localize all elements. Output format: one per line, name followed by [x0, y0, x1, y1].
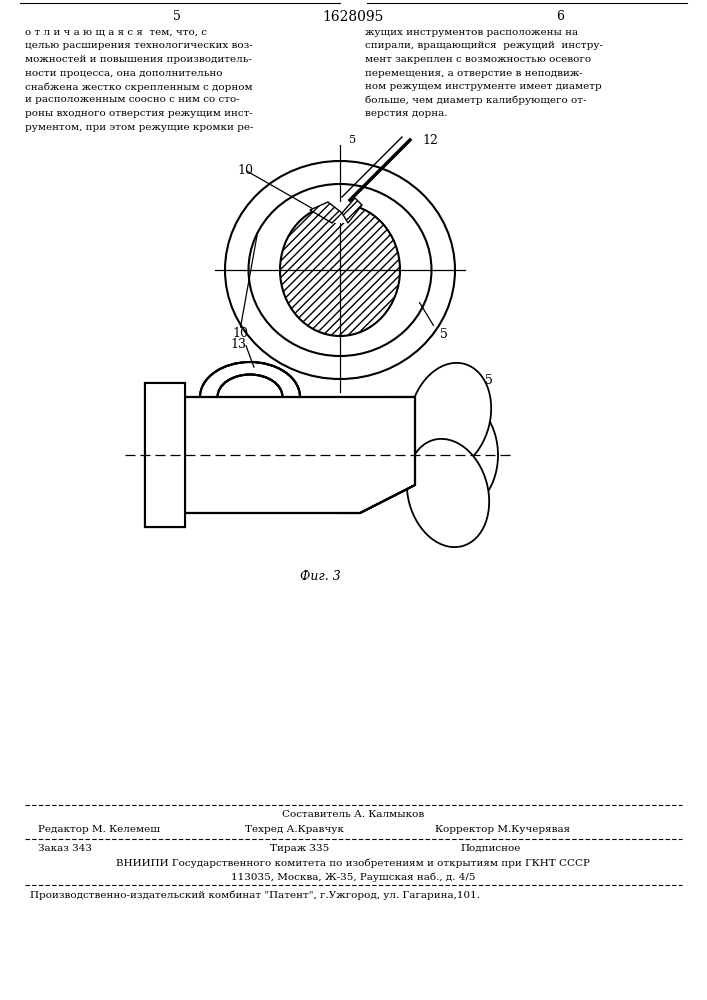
Text: рументом, при этом режущие кромки ре-: рументом, при этом режущие кромки ре-: [25, 122, 254, 131]
Text: роны входного отверстия режущим инст-: роны входного отверстия режущим инст-: [25, 109, 253, 118]
Ellipse shape: [280, 204, 400, 336]
Text: целью расширения технологических воз-: целью расширения технологических воз-: [25, 41, 252, 50]
Text: Техред А.Кравчук: Техред А.Кравчук: [245, 825, 344, 834]
Text: верстия дорна.: верстия дорна.: [365, 109, 448, 118]
Text: Производственно-издательский комбинат "Патент", г.Ужгород, ул. Гагарина,101.: Производственно-издательский комбинат "П…: [30, 890, 480, 900]
Text: 5: 5: [349, 135, 356, 145]
Text: жущих инструментов расположены на: жущих инструментов расположены на: [365, 28, 578, 37]
Text: 1628095: 1628095: [322, 10, 384, 24]
Text: и расположенным соосно с ним со сто-: и расположенным соосно с ним со сто-: [25, 96, 240, 104]
Ellipse shape: [418, 400, 498, 510]
Polygon shape: [342, 198, 362, 223]
Text: о т л и ч а ю щ а я с я  тем, что, с: о т л и ч а ю щ а я с я тем, что, с: [25, 28, 207, 37]
Text: спирали, вращающийся  режущий  инстру-: спирали, вращающийся режущий инстру-: [365, 41, 603, 50]
Text: 13: 13: [230, 338, 246, 352]
Text: снабжена жестко скрепленным с дорном: снабжена жестко скрепленным с дорном: [25, 82, 252, 92]
Text: Фиг. 2: Фиг. 2: [329, 415, 370, 428]
Text: Тираж 335: Тираж 335: [270, 844, 329, 853]
Text: ном режущем инструменте имеет диаметр: ном режущем инструменте имеет диаметр: [365, 82, 602, 91]
Ellipse shape: [407, 439, 489, 547]
Ellipse shape: [400, 362, 500, 488]
Text: можностей и повышения производитель-: можностей и повышения производитель-: [25, 55, 252, 64]
Text: ВНИИПИ Государственного комитета по изобретениям и открытиям при ГКНТ СССР: ВНИИПИ Государственного комитета по изоб…: [116, 858, 590, 867]
Text: Фиг. 3: Фиг. 3: [300, 570, 340, 583]
Text: 113035, Москва, Ж-35, Раушская наб., д. 4/5: 113035, Москва, Ж-35, Раушская наб., д. …: [230, 872, 475, 882]
Text: 12: 12: [422, 133, 438, 146]
Text: 6: 6: [556, 10, 564, 23]
Polygon shape: [145, 383, 185, 527]
Ellipse shape: [407, 390, 503, 520]
Polygon shape: [145, 383, 415, 527]
Text: Подписное: Подписное: [460, 844, 520, 853]
Text: Корректор М.Кучерявая: Корректор М.Кучерявая: [435, 825, 570, 834]
Text: 10: 10: [237, 163, 253, 176]
Polygon shape: [185, 397, 415, 513]
Polygon shape: [310, 202, 342, 223]
Ellipse shape: [409, 363, 491, 471]
Text: мент закреплен с возможностью осевого: мент закреплен с возможностью осевого: [365, 55, 591, 64]
Text: Редактор М. Келемеш: Редактор М. Келемеш: [38, 825, 160, 834]
Text: 5: 5: [485, 373, 493, 386]
Text: 5: 5: [173, 10, 181, 23]
Polygon shape: [145, 383, 185, 527]
Polygon shape: [185, 397, 415, 513]
Text: Заказ 343: Заказ 343: [38, 844, 92, 853]
Text: 10: 10: [232, 327, 248, 340]
Ellipse shape: [395, 422, 495, 548]
Text: больше, чем диаметр калибрующего от-: больше, чем диаметр калибрующего от-: [365, 96, 587, 105]
Text: ности процесса, она дополнительно: ности процесса, она дополнительно: [25, 68, 223, 78]
Polygon shape: [315, 198, 355, 223]
Text: перемещения, а отверстие в неподвиж-: перемещения, а отверстие в неподвиж-: [365, 68, 583, 78]
Text: 5: 5: [440, 328, 448, 342]
Text: Составитель А. Калмыков: Составитель А. Калмыков: [282, 810, 424, 819]
